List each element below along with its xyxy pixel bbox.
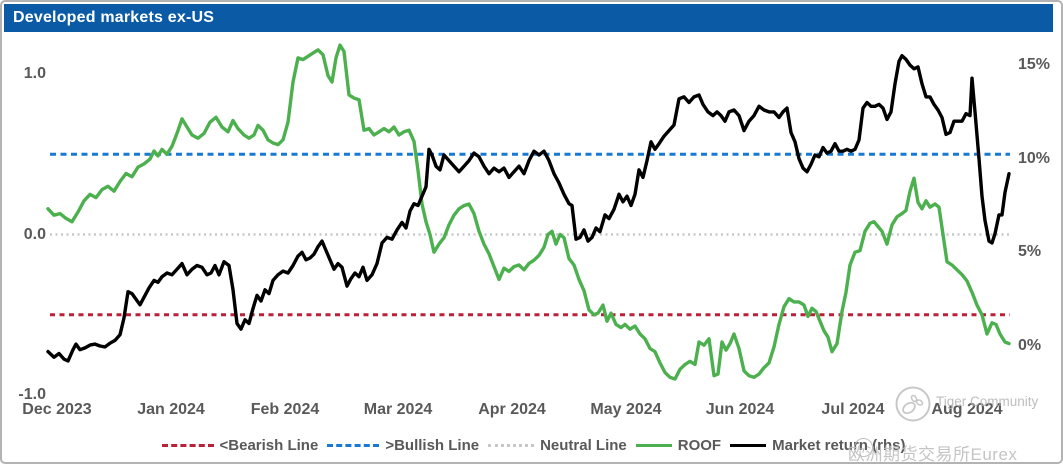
legend-item-bearish-line: <Bearish Line — [161, 436, 319, 454]
tiger-paw-icon — [895, 386, 931, 422]
legend-roof-label: ROOF — [677, 436, 722, 454]
right-axis-tick: 10% — [1018, 149, 1051, 167]
legend-item-bullish-line: >Bullish Line — [327, 437, 479, 454]
left-axis-tick: 0.0 — [23, 225, 46, 243]
right-axis-tick: 15% — [1018, 56, 1051, 74]
right-axis-tick: 5% — [1018, 243, 1042, 261]
x-axis-tick: Feb 2024 — [250, 401, 320, 418]
series-market-return-rhs — [46, 54, 1011, 363]
x-axis-tick: Jun 2024 — [705, 401, 775, 418]
watermark-exchange-text: 欧洲期货交易所Eurex — [848, 445, 1018, 464]
right-axis-tick: 0% — [1018, 337, 1042, 354]
legend-bearish-line-sample — [161, 443, 214, 447]
x-axis-tick: Aug 2024 — [931, 401, 1003, 418]
x-axis-tick: Jan 2024 — [137, 401, 205, 418]
left-axis-tick: -1.0 — [18, 386, 46, 403]
left-axis-tick: 1.0 — [23, 65, 46, 82]
x-axis-tick: May 2024 — [590, 401, 662, 418]
series-roof — [46, 43, 1011, 381]
watermark-community-text: Tiger Community — [936, 394, 1039, 409]
legend-neutral-line-label: Neutral Line — [540, 436, 627, 454]
x-axis-tick: Apr 2024 — [478, 401, 546, 418]
x-axis-tick: Dec 2023 — [22, 401, 92, 418]
legend-bullish-line-sample — [327, 443, 380, 447]
watermark-circle-icon — [854, 438, 873, 457]
chart-title: Developed markets ex-US — [13, 9, 215, 26]
legend-bearish-line-label: <Bearish Line — [219, 436, 319, 454]
legend-bullish-line-label: >Bullish Line — [385, 436, 480, 454]
legend-item-neutral-line: Neutral Line — [488, 437, 627, 454]
legend-market-return-sample — [730, 443, 767, 447]
legend-roof-sample — [635, 443, 672, 447]
legend-item-roof: ROOF — [635, 436, 722, 454]
x-axis-tick: Mar 2024 — [363, 401, 433, 418]
x-axis-tick: Jul 2024 — [821, 401, 885, 418]
legend-neutral-line-sample — [488, 443, 535, 447]
chart-title-bar: Developed markets ex-US — [4, 4, 1053, 32]
